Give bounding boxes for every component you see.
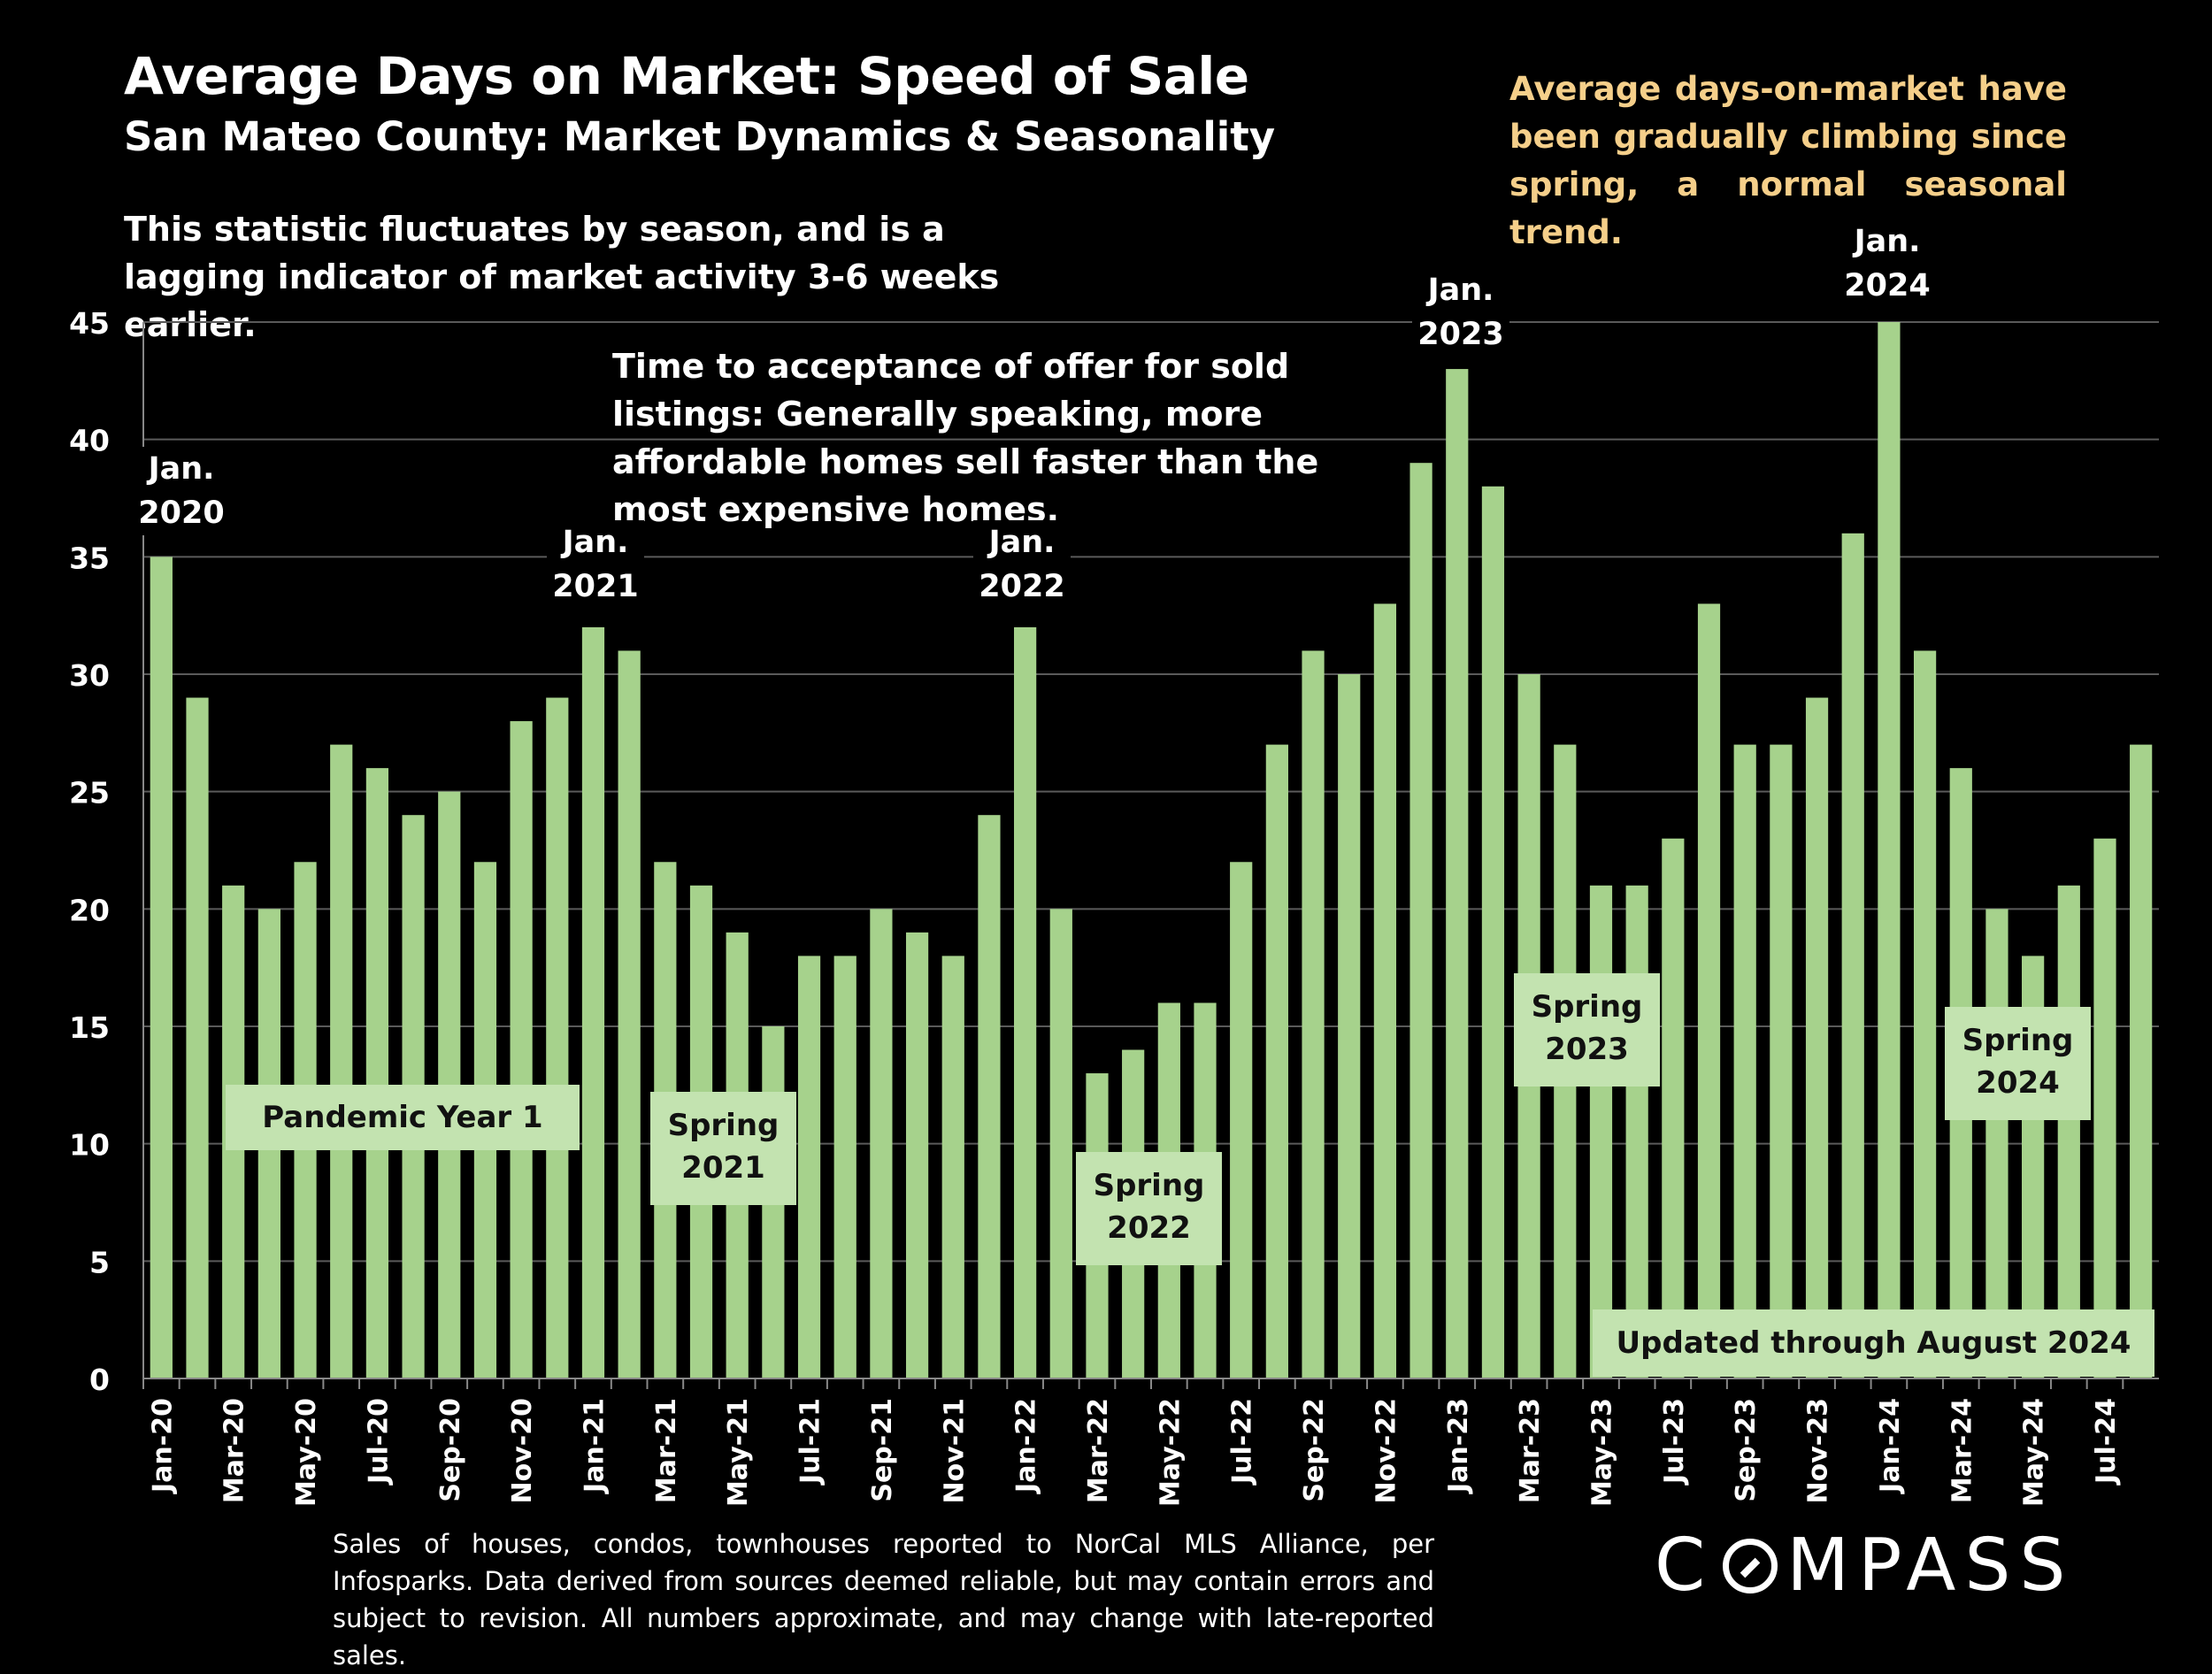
bar-Dec-23 bbox=[1841, 533, 1864, 1378]
page-title: Average Days on Market: Speed of Sale bbox=[124, 46, 1249, 106]
bar-Apr-24 bbox=[1985, 909, 2008, 1378]
y-tick-label: 35 bbox=[69, 541, 110, 575]
jan-2020-label: Jan. 2020 bbox=[133, 447, 230, 535]
x-tick-label: May-24 bbox=[2019, 1398, 2050, 1507]
bar-Dec-22 bbox=[1409, 463, 1432, 1379]
bar-Jan-21 bbox=[581, 626, 605, 1378]
y-tick-label: 45 bbox=[69, 306, 110, 341]
bar-Nov-20 bbox=[510, 721, 533, 1378]
bar-Jan-22 bbox=[1014, 626, 1037, 1378]
updated-label: Updated through August 2024 bbox=[1593, 1309, 2154, 1377]
x-tick-label: Jul-20 bbox=[363, 1398, 394, 1486]
page-subtitle: San Mateo County: Market Dynamics & Seas… bbox=[124, 113, 1276, 160]
bar-Nov-21 bbox=[941, 956, 964, 1378]
x-tick-label: Jan-24 bbox=[1875, 1398, 1906, 1494]
y-tick-label: 10 bbox=[69, 1128, 110, 1163]
x-tick-label: Jul-23 bbox=[1659, 1398, 1690, 1486]
x-tick-label: May-22 bbox=[1155, 1398, 1186, 1507]
bar-Jul-22 bbox=[1230, 862, 1253, 1378]
x-axis: Jan-20 Mar-20 May-20 Jul-20 Sep-20 Nov-20 Jan-… bbox=[142, 1378, 2159, 1507]
source-footnote: Sales of houses, condos, townhouses repo… bbox=[333, 1529, 1434, 1670]
bar-Oct-23 bbox=[1770, 744, 1793, 1378]
bar-Oct-22 bbox=[1338, 674, 1361, 1378]
bar-Dec-21 bbox=[978, 815, 1001, 1378]
x-tick-label: Jul-21 bbox=[795, 1398, 826, 1486]
bar-Sep-23 bbox=[1733, 744, 1756, 1378]
x-tick-label: May-23 bbox=[1586, 1398, 1617, 1507]
x-tick-label: May-20 bbox=[291, 1398, 322, 1507]
x-tick-label: Sep-22 bbox=[1299, 1398, 1330, 1502]
spring-2022-label: Spring 2022 bbox=[1076, 1152, 1222, 1265]
bar-Jul-20 bbox=[365, 768, 389, 1378]
y-tick-label: 0 bbox=[89, 1363, 110, 1397]
jan-2023-label: Jan. 2023 bbox=[1412, 268, 1509, 357]
bar-Feb-23 bbox=[1481, 486, 1505, 1378]
seasonal-note: This statistic fluctuates by season, and… bbox=[124, 210, 1000, 344]
spring-2021-label: Spring 2021 bbox=[650, 1092, 796, 1205]
x-tick-label: Mar-22 bbox=[1083, 1398, 1114, 1503]
bar-Nov-22 bbox=[1373, 603, 1397, 1378]
bar-Feb-21 bbox=[618, 650, 641, 1378]
x-tick-label: Sep-20 bbox=[435, 1398, 466, 1502]
compass-o-icon bbox=[1723, 1538, 1778, 1593]
bar-Feb-20 bbox=[186, 697, 209, 1378]
spring-2023-label: Spring 2023 bbox=[1514, 973, 1660, 1087]
jan-2024-label: Jan. 2024 bbox=[1839, 219, 1936, 308]
bar-Jun-20 bbox=[330, 744, 353, 1378]
y-tick-label: 15 bbox=[69, 1010, 110, 1045]
x-tick-label: Mar-21 bbox=[651, 1398, 682, 1503]
bar-Sep-21 bbox=[870, 909, 893, 1378]
jan-2022-label: Jan. 2022 bbox=[973, 520, 1071, 609]
y-tick-label: 40 bbox=[69, 424, 110, 458]
bar-Feb-24 bbox=[1913, 650, 1937, 1378]
bar-Aug-21 bbox=[833, 956, 856, 1378]
bar-Sep-22 bbox=[1302, 650, 1325, 1378]
x-tick-label: Nov-20 bbox=[507, 1398, 538, 1503]
x-tick-label: May-21 bbox=[723, 1398, 754, 1507]
jan-2021-label: Jan. 2021 bbox=[547, 520, 644, 609]
spring-2024-label: Spring 2024 bbox=[1945, 1007, 2091, 1120]
y-axis: 0 5 10 15 20 25 30 35 40 45 bbox=[69, 306, 144, 1397]
bar-Jun-24 bbox=[2057, 885, 2080, 1378]
y-tick-label: 30 bbox=[69, 658, 110, 693]
x-tick-label: Mar-20 bbox=[219, 1398, 250, 1503]
y-tick-label: 25 bbox=[69, 776, 110, 810]
x-tick-label: Jul-22 bbox=[1227, 1398, 1258, 1486]
x-tick-label: Jan-23 bbox=[1443, 1398, 1474, 1494]
bar-Nov-23 bbox=[1805, 697, 1829, 1378]
y-tick-label: 5 bbox=[89, 1245, 110, 1279]
compass-logo: C MPASS bbox=[1655, 1524, 2075, 1608]
offer-note: Time to acceptance of offer for sold lis… bbox=[612, 347, 1319, 529]
bar-Jul-21 bbox=[797, 956, 821, 1378]
bar-Aug-24 bbox=[2130, 744, 2153, 1378]
x-tick-label: Mar-24 bbox=[1947, 1398, 1978, 1503]
x-tick-label: Jan-20 bbox=[147, 1398, 178, 1494]
bar-Oct-21 bbox=[905, 932, 929, 1378]
trend-callout: Average days-on-market have been gradual… bbox=[1509, 70, 2067, 251]
bar-Dec-20 bbox=[546, 697, 569, 1378]
x-tick-label: Sep-21 bbox=[867, 1398, 898, 1502]
bar-Jan-23 bbox=[1446, 369, 1469, 1379]
bar-Jan-20 bbox=[150, 557, 173, 1378]
x-tick-label: Jan-21 bbox=[579, 1398, 610, 1494]
pandemic-year-label: Pandemic Year 1 bbox=[226, 1085, 580, 1150]
x-tick-label: Sep-23 bbox=[1731, 1398, 1762, 1502]
bar-Feb-22 bbox=[1049, 909, 1072, 1378]
x-tick-label: Nov-23 bbox=[1803, 1398, 1834, 1503]
y-tick-label: 20 bbox=[69, 893, 110, 927]
bar-Jul-23 bbox=[1662, 838, 1685, 1378]
bar-Jun-23 bbox=[1625, 885, 1648, 1378]
x-tick-label: Nov-22 bbox=[1371, 1398, 1402, 1503]
bar-Aug-23 bbox=[1697, 603, 1721, 1378]
x-tick-label: Jul-24 bbox=[2091, 1398, 2122, 1486]
bar-Jul-24 bbox=[2093, 838, 2116, 1378]
x-tick-label: Mar-23 bbox=[1515, 1398, 1546, 1503]
bar-Jan-24 bbox=[1878, 322, 1901, 1378]
bar-Aug-22 bbox=[1265, 744, 1288, 1378]
bar-May-23 bbox=[1589, 885, 1613, 1378]
x-tick-label: Nov-21 bbox=[939, 1398, 970, 1503]
x-tick-label: Jan-22 bbox=[1011, 1398, 1042, 1494]
